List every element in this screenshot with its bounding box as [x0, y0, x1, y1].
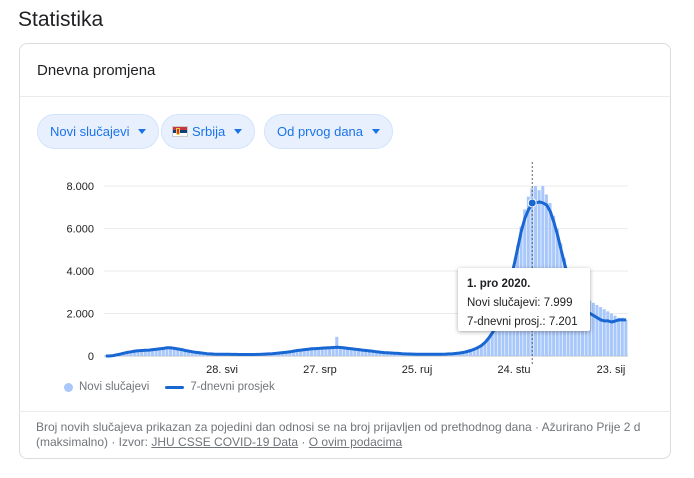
page-title: Statistika — [18, 8, 104, 31]
range-dropdown-label: Od prvog dana — [277, 124, 364, 139]
source-link[interactable]: JHU CSSE COVID-19 Data — [151, 435, 299, 449]
footer-text: Broj novih slučajeva prikazan za pojedin… — [36, 420, 641, 449]
card-title: Dnevna promjena — [37, 62, 156, 79]
footer-note: Broj novih slučajeva prikazan za pojedin… — [36, 420, 666, 450]
chart-legend: Novi slučajevi 7-dnevni prosjek — [64, 381, 275, 393]
metric-dropdown-label: Novi slučajevi — [50, 124, 130, 139]
tooltip-average: 7-dnevni prosj.: 7.201 — [467, 316, 578, 328]
range-dropdown[interactable]: Od prvog dana — [264, 114, 394, 149]
legend-average: 7-dnevni prosjek — [190, 381, 275, 393]
footer-separator: · — [298, 435, 309, 449]
legend-cases: Novi slučajevi — [79, 381, 150, 393]
legend-line-icon — [165, 385, 185, 389]
stats-card: Dnevna promjena Novi slučajevi Srbija Od… — [19, 43, 671, 459]
country-dropdown-label: Srbija — [192, 124, 226, 139]
chevron-down-icon — [372, 129, 381, 134]
footer-divider — [19, 411, 671, 412]
tooltip-cases: Novi slučajevi: 7.999 — [467, 297, 573, 309]
card-header: Dnevna promjena — [20, 44, 670, 97]
chart-tooltip: 1. pro 2020. Novi slučajevi: 7.999 7-dne… — [458, 268, 590, 331]
tooltip-date: 1. pro 2020. — [467, 278, 531, 290]
chevron-down-icon — [234, 129, 243, 134]
legend-dot-icon — [64, 382, 73, 392]
metric-dropdown[interactable]: Novi slučajevi — [37, 114, 160, 149]
serbia-flag-icon — [172, 126, 188, 137]
chevron-down-icon — [138, 129, 147, 134]
country-dropdown[interactable]: Srbija — [161, 114, 256, 149]
about-data-link[interactable]: O ovim podacima — [308, 435, 403, 449]
